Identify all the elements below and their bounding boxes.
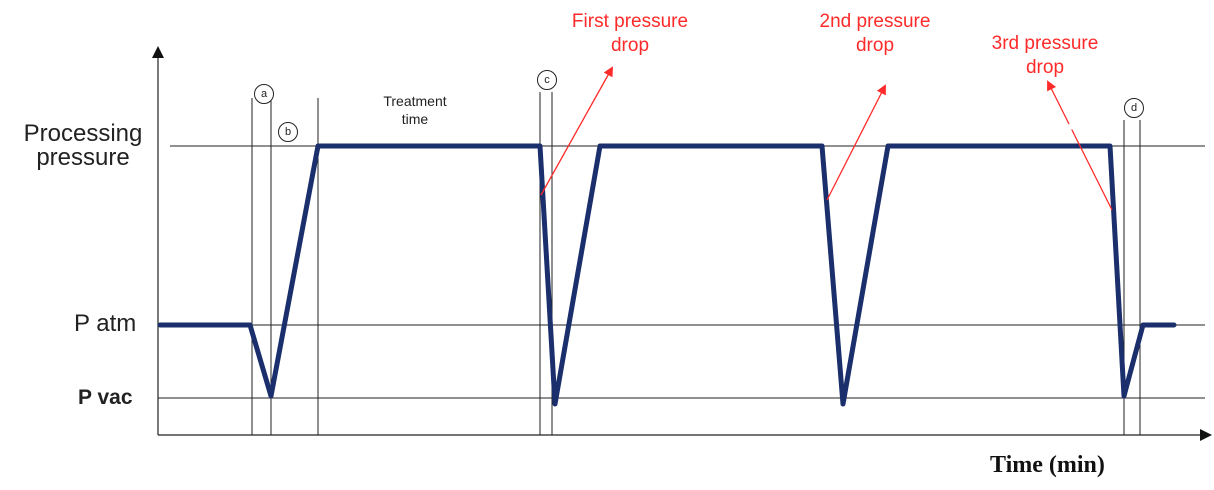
phase-marker-a: a [254,84,274,104]
treatment-time-label: Treatment time [383,93,447,127]
first-pressure-drop-annotation: First pressure drop [571,11,689,56]
vacuum-pressure-label: P vac [78,386,133,409]
second-drop-arrow [826,84,886,201]
third-drop-arrow [1047,80,1113,211]
x-axis-label: Time (min) [990,452,1105,478]
first-drop-arrow [540,66,613,196]
processing-pressure-label: Processing pressure [23,120,143,171]
phase-marker-c: c [537,70,557,90]
atmospheric-pressure-label: P atm [74,310,137,337]
pressure-curve [157,143,1177,407]
phase-marker-d: d [1124,98,1144,118]
second-pressure-drop-annotation: 2nd pressure drop [819,11,931,56]
third-pressure-drop-annotation: 3rd pressure drop [991,33,1099,78]
phase-marker-b: b [278,122,298,142]
